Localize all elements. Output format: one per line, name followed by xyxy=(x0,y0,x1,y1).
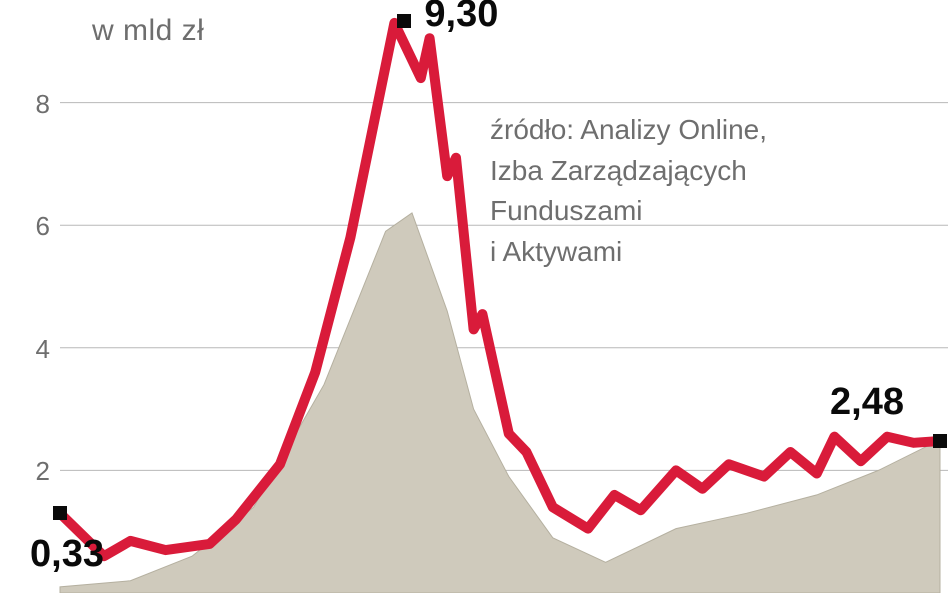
source-line: Funduszami xyxy=(490,191,767,232)
y-tick: 8 xyxy=(10,89,50,120)
data-marker xyxy=(53,506,67,520)
source-line: i Aktywami xyxy=(490,232,767,273)
y-tick: 6 xyxy=(10,211,50,242)
data-marker xyxy=(933,434,947,448)
data-label: 2,48 xyxy=(830,381,904,424)
source-line: źródło: Analizy Online, xyxy=(490,110,767,151)
data-label: 0,33 xyxy=(30,533,104,576)
source-text: źródło: Analizy Online, Izba Zarządzając… xyxy=(490,110,767,272)
y-tick: 4 xyxy=(10,334,50,365)
line-chart: w mld zł źródło: Analizy Online, Izba Za… xyxy=(0,0,948,593)
y-axis-label: w mld zł xyxy=(92,14,204,48)
data-label: 9,30 xyxy=(424,0,498,36)
y-tick: 2 xyxy=(10,456,50,487)
source-line: Izba Zarządzających xyxy=(490,151,767,192)
chart-svg xyxy=(0,0,948,593)
data-marker xyxy=(397,14,411,28)
